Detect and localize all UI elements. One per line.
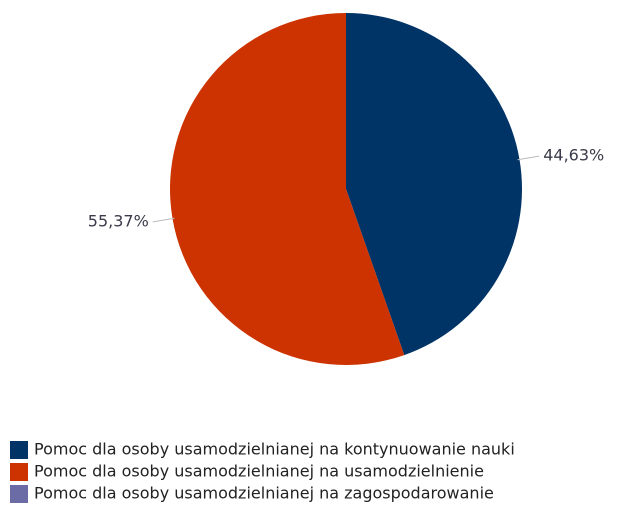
- pie-slice: [170, 13, 405, 365]
- legend-label: Pomoc dla osoby usamodzielnianej na usam…: [34, 462, 484, 481]
- leader-line: [152, 217, 175, 223]
- pie-slice: [346, 13, 522, 356]
- value-label: 44,63%: [543, 146, 604, 165]
- legend-label: Pomoc dla osoby usamodzielnianej na kont…: [34, 440, 515, 459]
- legend-label: Pomoc dla osoby usamodzielnianej na zago…: [34, 484, 494, 503]
- leader-line: [517, 155, 540, 161]
- value-label: 55,37%: [88, 211, 149, 230]
- legend-swatch: [10, 441, 28, 459]
- legend-swatch: [10, 463, 28, 481]
- legend-swatch: [10, 485, 28, 503]
